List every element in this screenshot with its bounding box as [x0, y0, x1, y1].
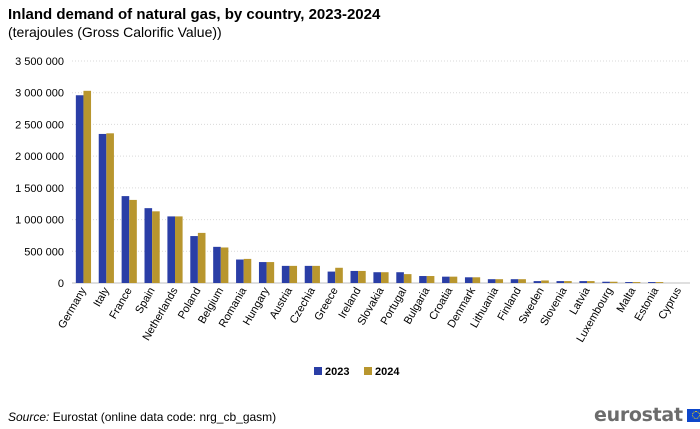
- y-tick-label: 0: [58, 278, 64, 290]
- bar-2024: [358, 270, 366, 283]
- bar-2024: [587, 281, 595, 283]
- bar-2024: [220, 247, 229, 283]
- bar-2023: [464, 277, 473, 283]
- bar-2023: [648, 282, 656, 283]
- bar-2024: [495, 279, 504, 283]
- bar-2023: [625, 282, 633, 283]
- y-tick-label: 1 000 000: [15, 215, 64, 227]
- bar-2023: [98, 133, 107, 283]
- bar-2024: [289, 265, 298, 283]
- bar-2024: [266, 262, 275, 283]
- bar-2023: [75, 95, 84, 283]
- bar-2023: [190, 236, 198, 283]
- bar-2023: [121, 196, 130, 283]
- x-tick-label: France: [107, 286, 135, 322]
- source-text: Eurostat (online data code: nrg_cb_gasm): [49, 410, 277, 424]
- bar-2024: [449, 276, 458, 283]
- bar-2024: [335, 267, 343, 283]
- bar-2024: [403, 274, 412, 283]
- bar-2024: [609, 281, 618, 283]
- y-tick-label: 500 000: [24, 246, 64, 258]
- bar-2024: [106, 133, 114, 283]
- bar-2023: [487, 279, 496, 283]
- bar-2024: [83, 90, 92, 283]
- bar-2023: [144, 208, 153, 283]
- bar-2023: [304, 265, 313, 283]
- x-tick-label: Italy: [91, 285, 112, 309]
- bar-2023: [579, 281, 587, 283]
- bar-2023: [556, 281, 565, 283]
- bar-2024: [564, 281, 572, 283]
- source-label: Source:: [8, 410, 50, 424]
- bar-2023: [373, 272, 381, 283]
- y-tick-label: 1 500 000: [15, 183, 64, 195]
- chart-title: Inland demand of natural gas, by country…: [8, 6, 381, 23]
- eu-flag-icon: [686, 408, 700, 422]
- bar-2023: [236, 259, 244, 283]
- bar-2024: [152, 211, 160, 283]
- bar-2023: [396, 272, 404, 283]
- bar-2024: [518, 279, 526, 283]
- bar-2024: [426, 276, 435, 283]
- x-tick-label: Germany: [56, 285, 89, 331]
- y-tick-label: 2 500 000: [15, 119, 64, 131]
- bar-2023: [281, 265, 290, 283]
- bar-2023: [533, 281, 542, 283]
- bar-2023: [602, 281, 610, 283]
- source-note: Source: Eurostat (online data code: nrg_…: [8, 410, 276, 424]
- bar-2024: [632, 282, 641, 283]
- eurostat-logo: eurostat: [594, 404, 700, 426]
- bar-2024: [312, 265, 320, 283]
- y-tick-label: 3 000 000: [15, 88, 64, 100]
- bar-2024: [472, 277, 481, 283]
- bar-2023: [213, 246, 221, 283]
- bar-2023: [258, 262, 267, 283]
- chart-subtitle: (terajoules (Gross Calorific Value)): [8, 24, 222, 40]
- bar-2024: [381, 272, 389, 283]
- x-tick-label: Estonia: [633, 285, 662, 324]
- x-tick-label: Cyprus: [656, 285, 684, 322]
- x-tick-label: Malta: [615, 285, 639, 315]
- x-tick-label: Spain: [133, 286, 157, 316]
- bar-2023: [510, 279, 519, 283]
- bar-2023: [167, 216, 175, 283]
- bar-2023: [327, 271, 336, 283]
- bar-2024: [243, 258, 252, 283]
- bar-2024: [175, 216, 183, 283]
- legend-swatch-2023: [314, 367, 322, 375]
- bar-2023: [442, 276, 450, 283]
- y-tick-label: 2 000 000: [15, 151, 64, 163]
- bar-2024: [129, 199, 137, 283]
- bar-2023: [419, 276, 427, 283]
- legend-swatch-2024: [364, 367, 372, 375]
- bar-2024: [197, 232, 206, 283]
- bar-2024: [655, 282, 664, 283]
- bar-2023: [350, 270, 359, 283]
- bar-2024: [541, 280, 549, 283]
- y-tick-label: 3 500 000: [15, 56, 64, 68]
- logo-text: eurostat: [594, 404, 683, 426]
- legend-label: 2024: [375, 366, 400, 378]
- legend-label: 2023: [325, 366, 349, 378]
